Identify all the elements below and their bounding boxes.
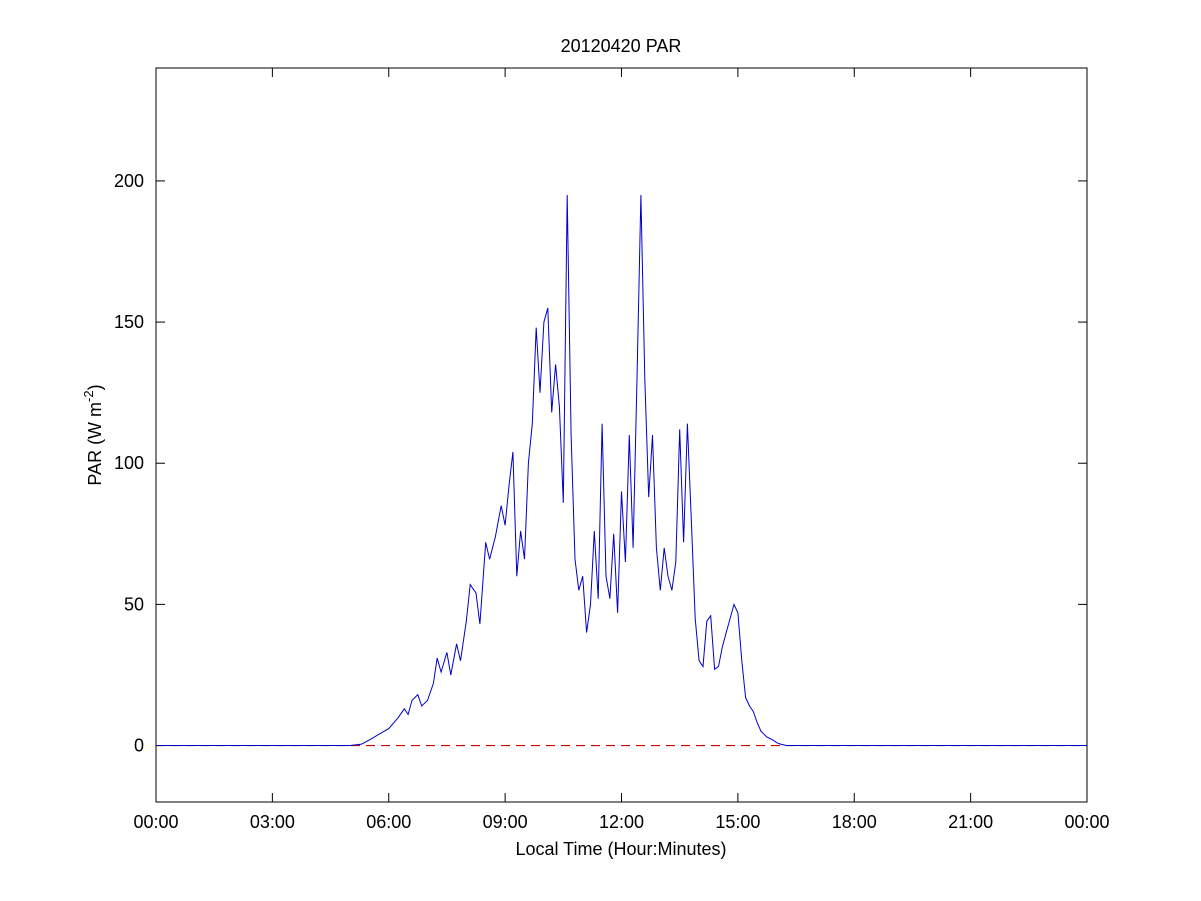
chart-title: 20120420 PAR (561, 36, 682, 56)
y-tick-label: 100 (114, 453, 144, 473)
x-tick-label: 00:00 (1064, 812, 1109, 832)
y-tick-label: 50 (124, 594, 144, 614)
y-axis-ticks: 0 50 100 150 200 (114, 171, 1087, 756)
y-axis-label: PAR (W m-2) (81, 384, 105, 485)
x-axis-ticks: 00:00 03:00 06:00 09:00 12:00 15:00 18:00 21:00… (133, 68, 1110, 832)
x-tick-label: 21:00 (948, 812, 993, 832)
plot-area-frame (155, 67, 1088, 803)
x-tick-label: 15:00 (715, 812, 760, 832)
x-tick-label: 00:00 (133, 812, 178, 832)
x-tick-label: 09:00 (483, 812, 528, 832)
x-tick-label: 06:00 (366, 812, 411, 832)
y-axis-label-prefix: PAR (W m (85, 402, 105, 486)
x-tick-label: 03:00 (250, 812, 295, 832)
x-tick-label: 12:00 (599, 812, 644, 832)
x-axis-label: Local Time (Hour:Minutes) (515, 839, 726, 859)
y-axis-label-exponent: -2 (81, 390, 96, 402)
y-tick-label: 200 (114, 171, 144, 191)
y-tick-label: 0 (134, 736, 144, 756)
par-series-line (156, 194, 1087, 746)
y-tick-label: 150 (114, 312, 144, 332)
x-tick-label: 18:00 (832, 812, 877, 832)
y-axis-label-suffix: ) (85, 384, 105, 390)
